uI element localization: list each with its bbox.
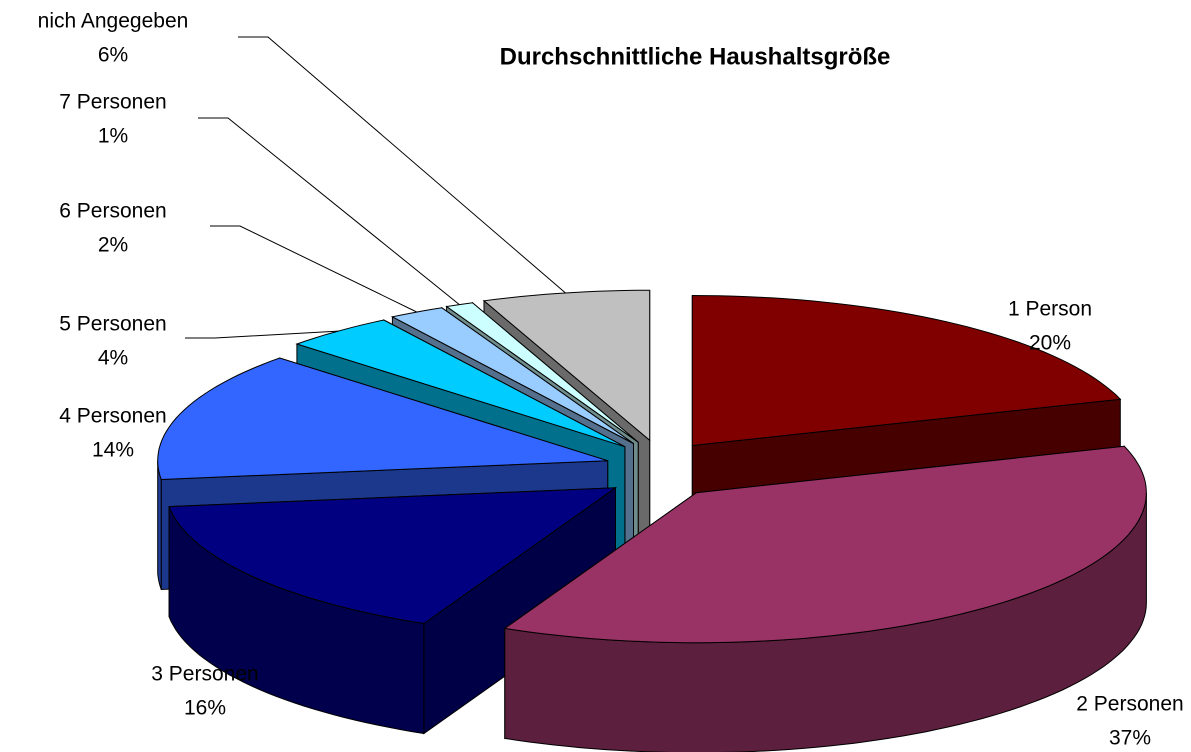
slice-label: nich Angegeben — [38, 10, 189, 33]
slice-label: 4 Personen — [59, 405, 166, 428]
slice-label: 6 Personen — [59, 200, 166, 223]
slice-label: 7 Personen — [59, 91, 166, 114]
slice-value-label: 2% — [98, 234, 128, 257]
slice-value-label: 1% — [98, 125, 128, 148]
slice-value-label: 16% — [184, 697, 226, 720]
slice-label: 5 Personen — [59, 313, 166, 336]
pie-slice — [503, 445, 1147, 752]
slice-top — [295, 319, 626, 448]
slice-value-label: 14% — [92, 439, 134, 462]
leader-line — [210, 225, 417, 313]
slice-top — [482, 289, 651, 442]
slice-value-label: 20% — [1029, 332, 1071, 355]
pie-slice — [168, 486, 618, 735]
slice-top — [503, 445, 1147, 644]
slice-top — [445, 302, 639, 443]
slice-top — [168, 487, 618, 625]
leader-line — [198, 117, 460, 305]
slice-label: 2 Personen — [1076, 693, 1183, 716]
chart-title: Durchschnittliche Haushaltsgröße — [500, 43, 891, 70]
leader-line — [238, 36, 566, 294]
slice-wall — [157, 460, 162, 590]
slice-value-label: 6% — [98, 44, 128, 67]
slice-value-label: 4% — [98, 347, 128, 370]
slice-label: 3 Personen — [151, 663, 258, 686]
slice-value-label: 37% — [1109, 727, 1151, 750]
slice-label: 1 Person — [1008, 298, 1092, 321]
slice-top — [390, 307, 634, 444]
slice-top — [157, 357, 608, 481]
slice-top — [691, 294, 1122, 447]
leader-line — [185, 330, 339, 339]
